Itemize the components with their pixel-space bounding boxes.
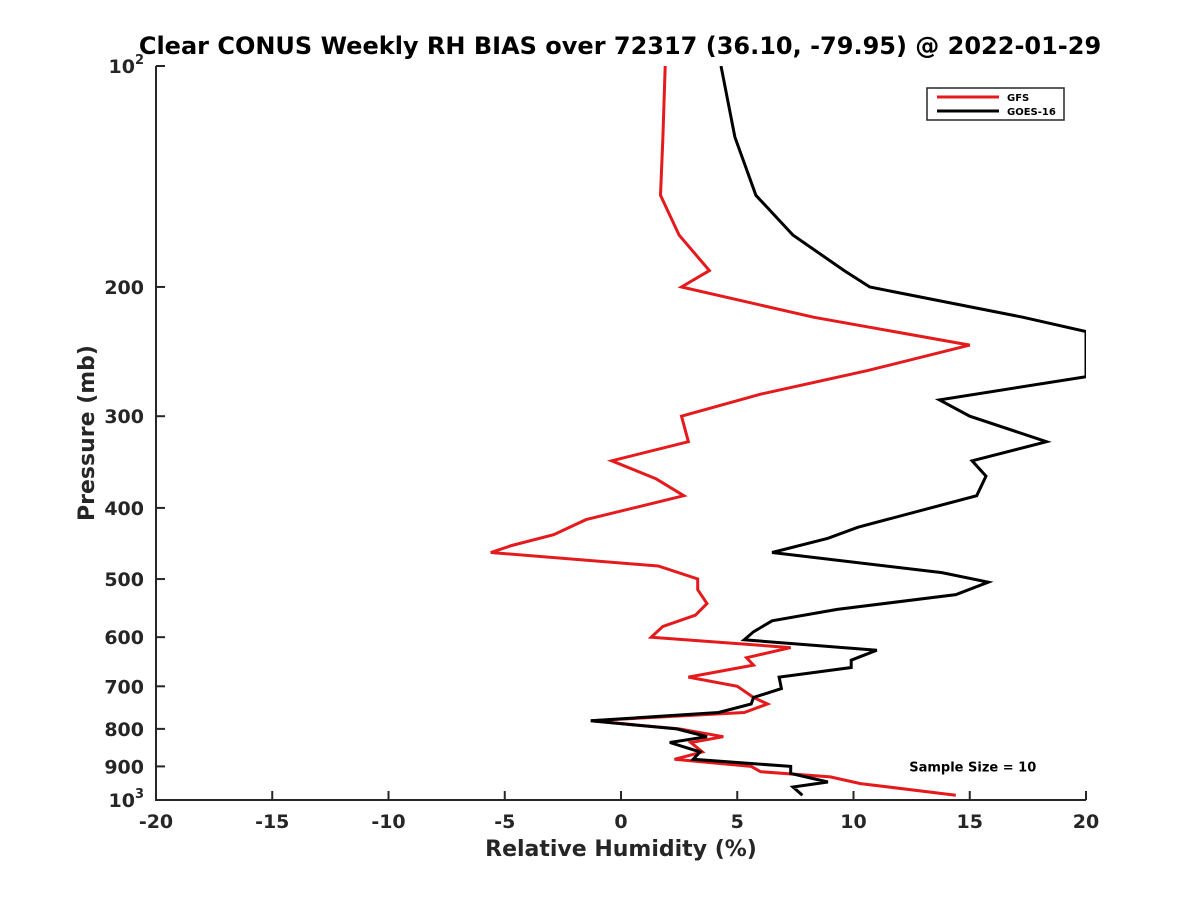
legend-entry: GFS: [1007, 93, 1029, 104]
y-tick-label: 500: [104, 569, 144, 591]
y-tick-label: 900: [104, 756, 144, 778]
y-tick-label: 102: [109, 53, 145, 78]
x-tick-label: -15: [255, 811, 289, 833]
y-tick-label: 700: [104, 676, 144, 698]
chart-title: Clear CONUS Weekly RH BIAS over 72317 (3…: [139, 32, 1101, 60]
x-tick-label: 20: [1073, 811, 1099, 833]
y-tick-label: 200: [104, 277, 144, 299]
series-line-gfs: [490, 66, 971, 797]
legend-box: [926, 87, 1065, 121]
x-tick-label: -5: [494, 811, 515, 833]
sample-size-annotation: Sample Size = 10: [909, 760, 1036, 775]
x-tick-label: -20: [139, 811, 173, 833]
series-line-goes-16: [590, 66, 1086, 797]
x-axis-label: Relative Humidity (%): [485, 837, 757, 862]
x-tick-label: 10: [840, 811, 866, 833]
legend-entry: GOES-16: [1007, 107, 1056, 118]
axes: -20 -15 -10 -5 0 5 10 15 20 102 200 300 400 500 600 700…: [104, 53, 1099, 833]
x-tick-label: -10: [371, 811, 405, 833]
y-tick-label: 103: [109, 787, 145, 812]
y-tick-label: 600: [104, 627, 144, 649]
legend: GFS GOES-16: [926, 87, 1065, 121]
annotations: Sample Size = 10: [909, 760, 1036, 775]
y-tick-label: 300: [104, 406, 144, 428]
y-tick-label: 400: [104, 498, 144, 520]
plot-area: [490, 66, 1086, 797]
y-axis-label: Pressure (mb): [75, 345, 100, 521]
y-tick-label: 800: [104, 719, 144, 741]
x-tick-label: 0: [614, 811, 627, 833]
x-tick-label: 5: [731, 811, 744, 833]
x-tick-label: 15: [957, 811, 983, 833]
